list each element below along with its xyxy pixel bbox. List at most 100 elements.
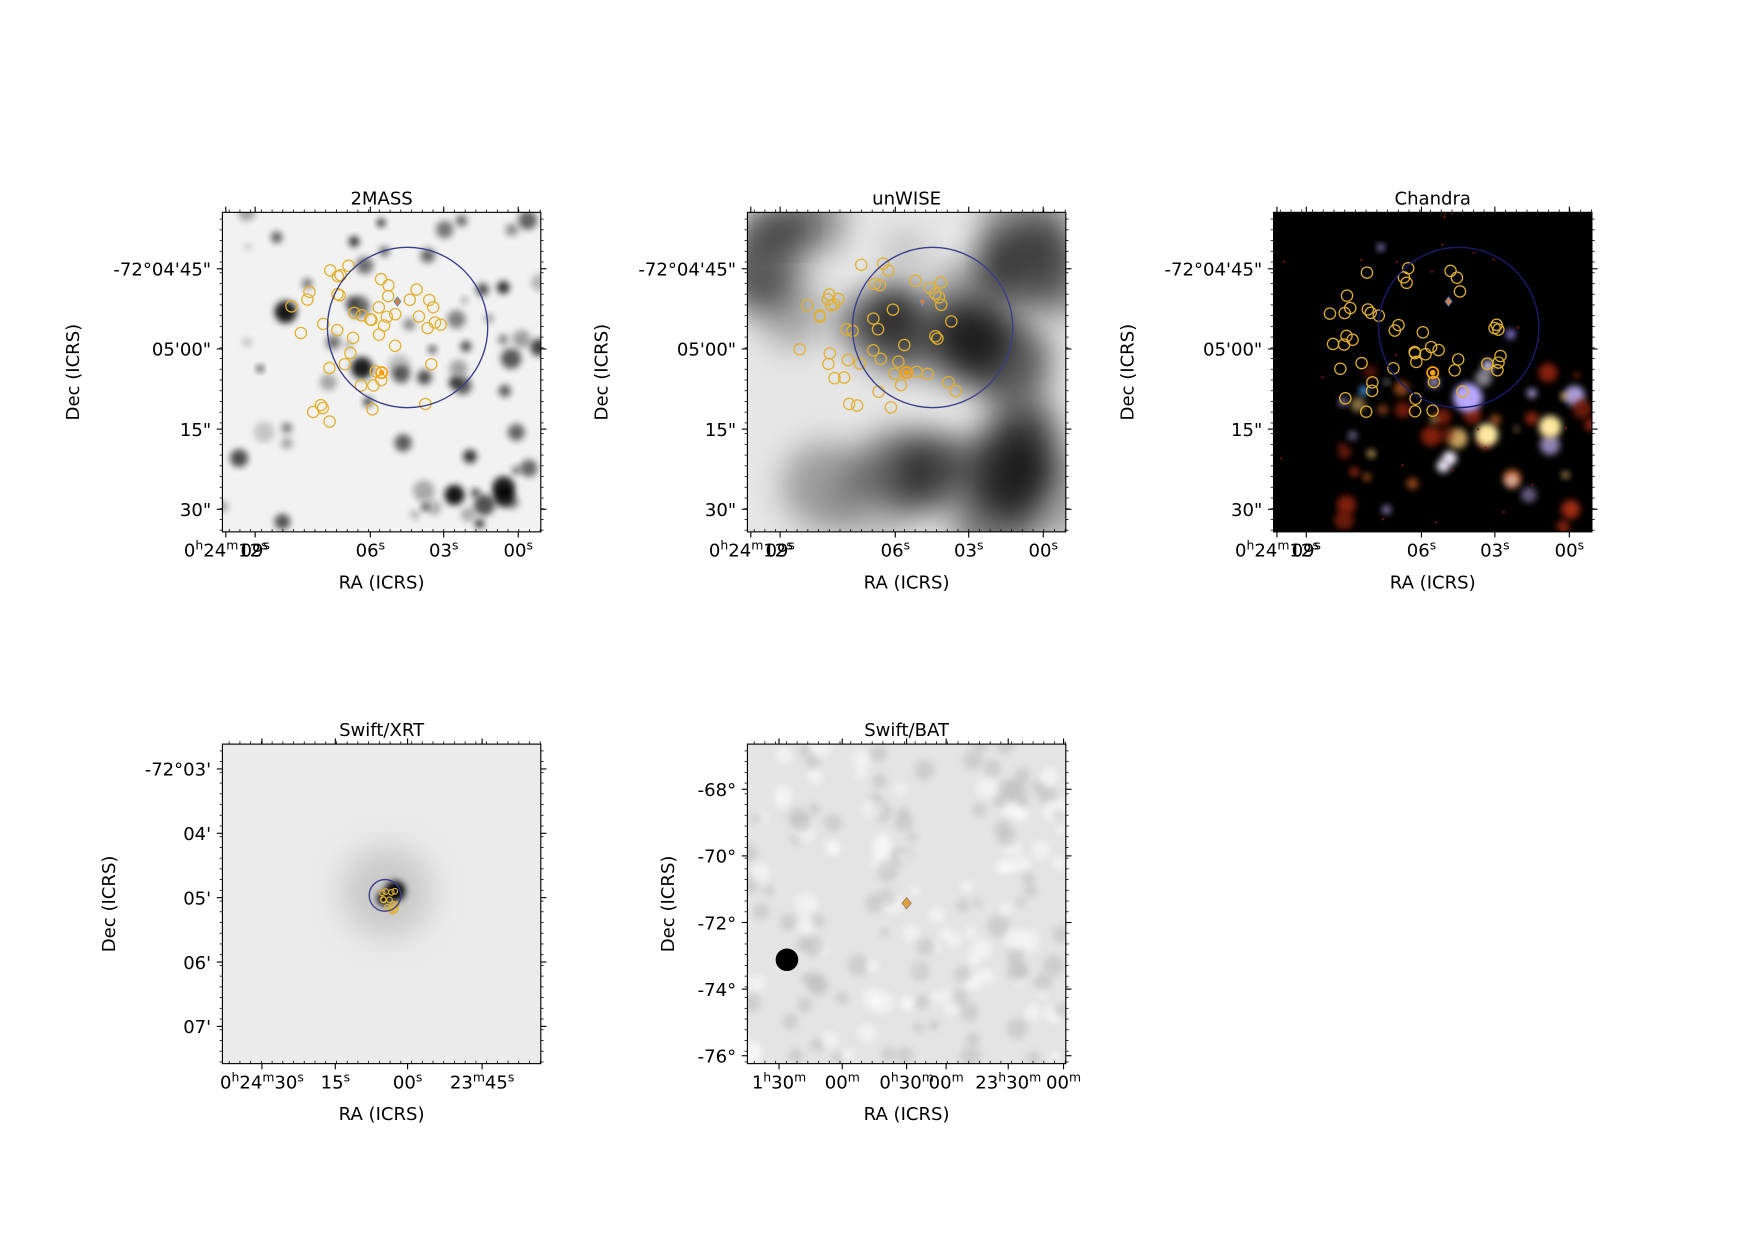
image-source — [428, 345, 437, 354]
catalog-source — [426, 300, 440, 314]
image-noise — [869, 744, 887, 763]
image-noise — [897, 850, 912, 865]
catalog-source — [354, 379, 368, 392]
catalog-source — [331, 269, 345, 283]
image-noise — [1033, 973, 1053, 993]
image-source — [498, 384, 511, 398]
image-noise — [947, 932, 962, 947]
image-noise — [1039, 767, 1059, 787]
x-tick-label: 03s — [1480, 537, 1509, 562]
y-tick-label: 15" — [1231, 420, 1262, 441]
image-noise — [954, 965, 972, 984]
image-noise — [1359, 258, 1363, 262]
y-axis-label: Dec (ICRS) — [591, 324, 612, 421]
catalog-source — [330, 323, 344, 337]
image-noise — [870, 792, 883, 805]
image-source — [1349, 467, 1360, 477]
image-source — [222, 500, 229, 513]
error-circle — [326, 246, 489, 409]
image-noise — [932, 942, 942, 952]
image-source — [345, 296, 358, 310]
image-noise — [940, 988, 955, 1003]
panel-title: Swift/BAT — [864, 720, 950, 741]
image-noise — [820, 1031, 838, 1049]
catalog-source — [898, 338, 911, 352]
panel-title: Chandra — [1394, 188, 1470, 209]
catalog-source — [949, 384, 962, 398]
image-noise — [972, 898, 982, 909]
y-tick-label: -72°04'45" — [113, 260, 211, 281]
image-noise — [1042, 954, 1065, 977]
image-noise — [894, 782, 907, 796]
x-tick-label: 00m — [1046, 1069, 1081, 1093]
image-source — [413, 480, 435, 502]
catalog-source — [425, 357, 438, 371]
image-noise — [1484, 446, 1487, 450]
x-tick-label: 00s — [1029, 537, 1058, 562]
image-source — [421, 503, 429, 511]
image-source — [1359, 386, 1369, 396]
catalog-source — [842, 397, 856, 411]
axes-frame — [221, 743, 542, 1065]
catalog-source — [410, 283, 423, 296]
catalog-source — [1340, 329, 1353, 343]
catalog-source — [1355, 356, 1368, 370]
image-source — [530, 338, 541, 357]
image-noise — [1056, 797, 1066, 813]
axes-frame — [746, 211, 1067, 533]
image-source — [1504, 473, 1519, 488]
image-noise — [782, 1013, 799, 1030]
catalog-source — [374, 272, 388, 286]
catalog-source — [389, 307, 402, 321]
image-noise — [963, 750, 984, 771]
catalog-source — [1456, 385, 1469, 398]
image-noise — [1443, 215, 1446, 219]
catalog-source — [934, 298, 948, 312]
error-circle — [368, 878, 402, 912]
catalog-source — [1450, 271, 1464, 284]
image-noise — [1492, 258, 1496, 261]
catalog-source — [386, 896, 393, 904]
image-source — [944, 431, 999, 486]
image-noise — [1006, 960, 1028, 982]
image-noise — [1053, 810, 1063, 820]
position-marker — [901, 896, 912, 910]
image-noise — [1401, 463, 1404, 467]
catalog-source — [1364, 306, 1377, 320]
image-noise — [995, 744, 1015, 754]
image-source — [1363, 473, 1371, 481]
x-axis-label: RA (ICRS) — [1390, 572, 1476, 593]
image-noise — [1004, 803, 1020, 818]
image-source — [747, 262, 785, 310]
catalog-source — [1337, 338, 1351, 351]
x-axis-label: RA (ICRS) — [864, 1104, 950, 1125]
image-source — [1436, 459, 1450, 473]
image-source — [388, 354, 411, 378]
image-source — [1572, 399, 1592, 419]
x-axis-label: RA (ICRS) — [339, 1104, 425, 1125]
image-noise — [747, 974, 765, 993]
image-source — [447, 310, 466, 329]
catalog-source — [285, 300, 298, 313]
image-source — [1556, 520, 1570, 532]
image-noise — [775, 746, 793, 764]
image-noise — [993, 794, 1008, 808]
image-noise — [1052, 856, 1066, 871]
image-source — [230, 449, 249, 468]
image-source — [474, 519, 485, 529]
image-source — [520, 459, 538, 477]
x-tick-label: 06s — [1407, 537, 1436, 562]
image-noise — [1279, 457, 1283, 460]
image-noise — [805, 754, 821, 770]
image-source — [1421, 426, 1442, 447]
catalog-source — [391, 887, 399, 895]
image-source — [1348, 431, 1357, 441]
image — [747, 744, 1066, 1064]
image-noise — [812, 914, 826, 928]
x-tick-label: 15s — [321, 1069, 350, 1093]
image-source — [782, 441, 872, 531]
image-noise — [956, 898, 970, 913]
target-dot — [378, 369, 385, 376]
